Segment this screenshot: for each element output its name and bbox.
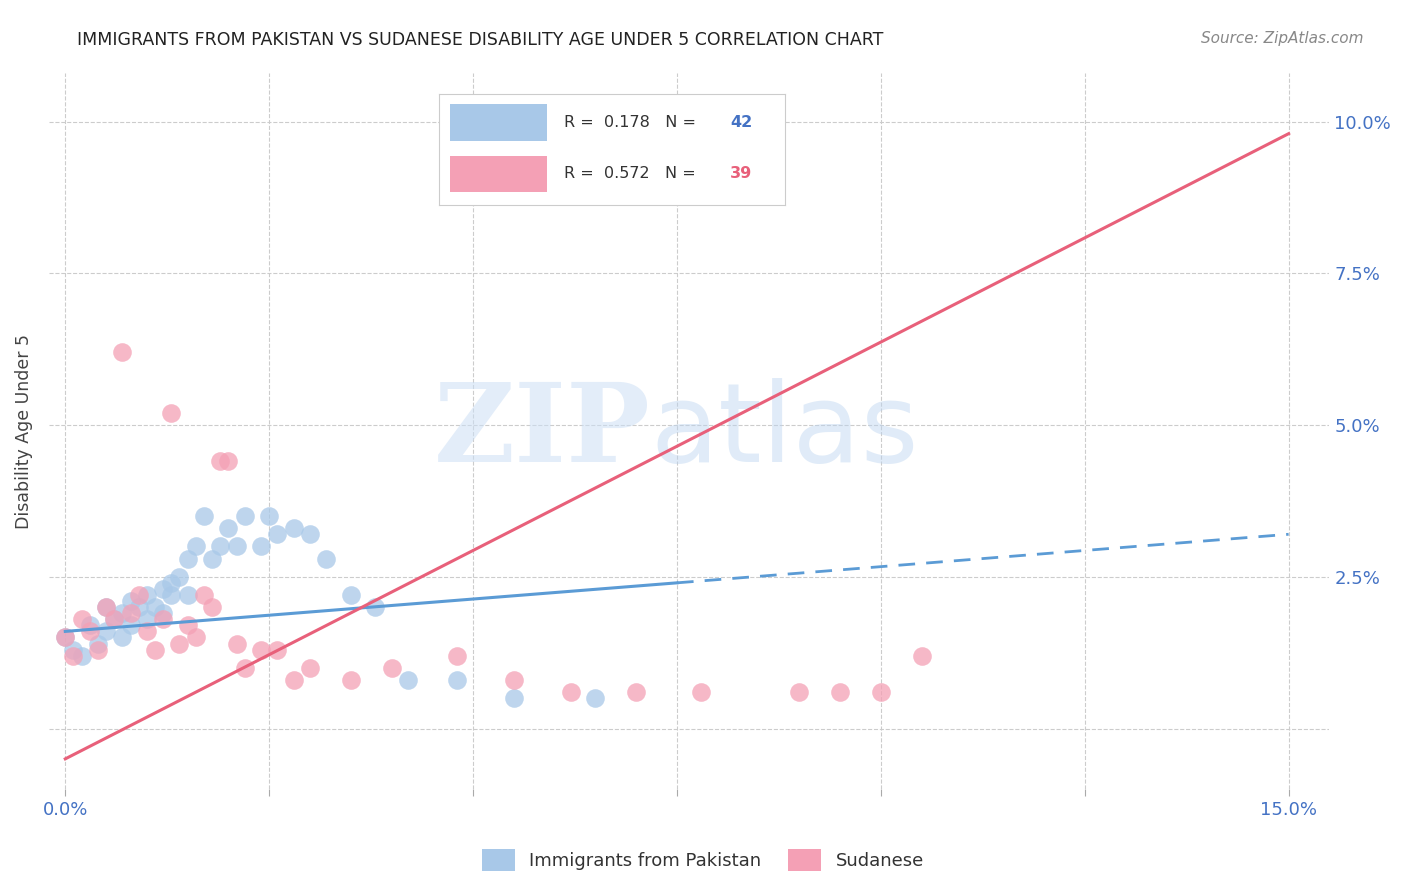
Point: [266, 642, 288, 657]
Point: [690, 685, 713, 699]
Point: [266, 527, 288, 541]
Point: [225, 540, 247, 554]
Legend: Immigrants from Pakistan, Sudanese: Immigrants from Pakistan, Sudanese: [475, 842, 931, 879]
Point: [250, 642, 273, 657]
Point: [193, 588, 215, 602]
Point: [201, 551, 224, 566]
Point: [217, 521, 239, 535]
Point: [787, 685, 810, 699]
Point: [143, 642, 166, 657]
Point: [225, 636, 247, 650]
Point: [446, 648, 468, 663]
Point: [283, 521, 305, 535]
Point: [128, 588, 150, 602]
Point: [828, 685, 851, 699]
Point: [87, 636, 110, 650]
Point: [87, 642, 110, 657]
Point: [135, 588, 157, 602]
Point: [79, 618, 101, 632]
Point: [184, 631, 207, 645]
Point: [62, 648, 84, 663]
Point: [233, 661, 256, 675]
Point: [364, 600, 387, 615]
Point: [103, 612, 125, 626]
Point: [70, 648, 93, 663]
Point: [152, 606, 174, 620]
Point: [283, 673, 305, 687]
Point: [624, 685, 647, 699]
Point: [502, 691, 524, 706]
Point: [396, 673, 419, 687]
Point: [79, 624, 101, 639]
Point: [339, 673, 361, 687]
Point: [120, 594, 142, 608]
Point: [209, 454, 232, 468]
Point: [94, 624, 117, 639]
Point: [94, 600, 117, 615]
Point: [111, 631, 134, 645]
Point: [747, 169, 769, 183]
Text: Source: ZipAtlas.com: Source: ZipAtlas.com: [1201, 31, 1364, 46]
Text: atlas: atlas: [651, 377, 920, 484]
Point: [120, 618, 142, 632]
Point: [128, 600, 150, 615]
Point: [315, 551, 337, 566]
Point: [176, 551, 198, 566]
Point: [502, 673, 524, 687]
Point: [169, 570, 191, 584]
Point: [120, 606, 142, 620]
Point: [910, 648, 932, 663]
Point: [176, 618, 198, 632]
Point: [103, 612, 125, 626]
Point: [94, 600, 117, 615]
Point: [152, 582, 174, 596]
Point: [111, 606, 134, 620]
Point: [53, 631, 76, 645]
Point: [560, 685, 582, 699]
Point: [233, 509, 256, 524]
Point: [201, 600, 224, 615]
Point: [380, 661, 402, 675]
Point: [176, 588, 198, 602]
Point: [135, 624, 157, 639]
Point: [869, 685, 891, 699]
Point: [53, 631, 76, 645]
Y-axis label: Disability Age Under 5: Disability Age Under 5: [15, 334, 32, 529]
Point: [184, 540, 207, 554]
Point: [160, 406, 183, 420]
Point: [160, 588, 183, 602]
Point: [217, 454, 239, 468]
Point: [70, 612, 93, 626]
Point: [152, 612, 174, 626]
Text: ZIP: ZIP: [434, 377, 651, 484]
Point: [250, 540, 273, 554]
Point: [446, 673, 468, 687]
Point: [298, 527, 321, 541]
Point: [209, 540, 232, 554]
Point: [135, 612, 157, 626]
Point: [160, 575, 183, 590]
Point: [111, 345, 134, 359]
Point: [339, 588, 361, 602]
Point: [298, 661, 321, 675]
Point: [193, 509, 215, 524]
Point: [583, 691, 606, 706]
Point: [62, 642, 84, 657]
Text: IMMIGRANTS FROM PAKISTAN VS SUDANESE DISABILITY AGE UNDER 5 CORRELATION CHART: IMMIGRANTS FROM PAKISTAN VS SUDANESE DIS…: [77, 31, 884, 49]
Point: [257, 509, 280, 524]
Point: [169, 636, 191, 650]
Point: [143, 600, 166, 615]
